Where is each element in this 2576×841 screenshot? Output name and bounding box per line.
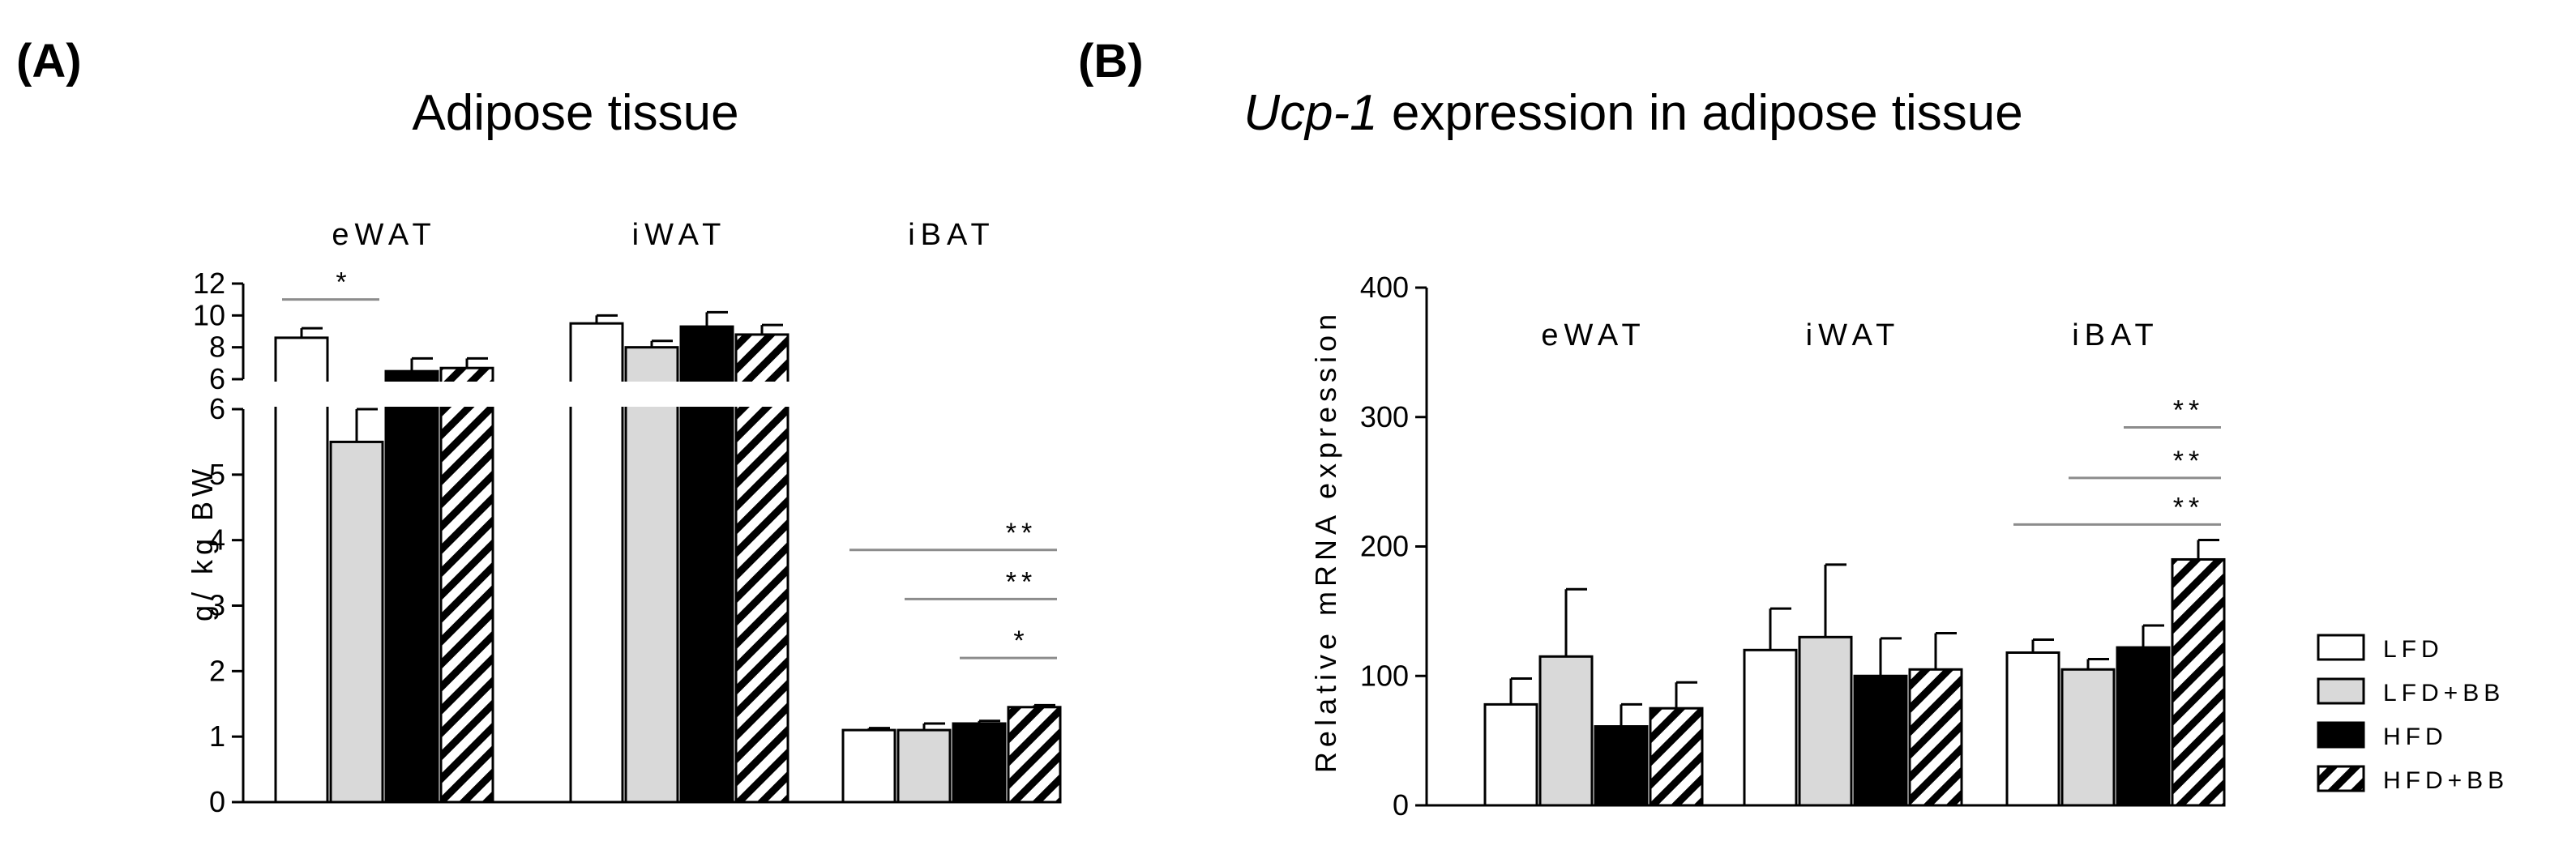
panel-a-category-label: iBAT	[908, 218, 995, 252]
panel-b-tick-label: 300	[1360, 400, 1409, 433]
panel-b-bar-lfd	[2005, 651, 2060, 807]
panel-a-tick-label: 2	[209, 654, 225, 687]
panel-b-ylabel: Relative mRNA expression	[1309, 310, 1342, 773]
panel-a-axis-break	[230, 382, 1057, 407]
panel-b-title: Ucp-1 expression in adipose tissue	[1243, 85, 2023, 141]
panel-b-bar-lfd	[1743, 648, 1798, 807]
panel-b-tick-label: 200	[1360, 530, 1409, 563]
panel-a-bar-lfd-plus-bb	[896, 728, 952, 804]
legend-swatch-hfd	[2317, 721, 2365, 749]
panel-a-significance-label: *	[1013, 625, 1029, 656]
panel-a-tick-label: 0	[209, 785, 225, 818]
legend-swatch-lfd-plus-bb	[2317, 677, 2365, 705]
panel-b-bar-hfd	[1853, 674, 1908, 807]
panel-a-bar-hfd-plus-bb	[439, 366, 494, 804]
panel-a-bar-lfd	[841, 728, 896, 804]
legend-label-hfd-plus-bb: HFD+BB	[2383, 767, 2509, 794]
panel-b-category-label: eWAT	[1541, 318, 1645, 352]
legend: LFD LFD+BB HFD HFD+BB	[2317, 634, 2509, 794]
panel-a-bar-lfd-plus-bb	[624, 346, 679, 804]
panel-a-label: (A)	[16, 35, 82, 88]
panel-a-tick-label: 5	[209, 458, 225, 491]
panel-b-significance-label: **	[2173, 492, 2204, 523]
panel-b-significance-label: **	[2173, 446, 2204, 476]
panel-b-tick-label: 100	[1360, 659, 1409, 692]
legend-label-lfd: LFD	[2383, 636, 2444, 663]
panel-b-title-rest: expression in adipose tissue	[1378, 85, 2023, 141]
panel-a-tick-label: 1	[209, 719, 225, 753]
panel-a-tick-label: 3	[209, 589, 225, 622]
panel-b-bar-hfd-plus-bb	[2171, 557, 2226, 807]
panel-a-title: Adipose tissue	[412, 85, 738, 141]
legend-label-lfd-plus-bb: LFD+BB	[2383, 680, 2505, 707]
panel-a-bar-hfd	[952, 722, 1007, 804]
panel-b-category-label: iWAT	[1806, 318, 1901, 352]
panel-a-significance-label: **	[1006, 566, 1037, 597]
panel-b-chart: 0 100 200 300 400 eWAT iWAT iBAT ** ** **	[1360, 271, 2226, 822]
panel-b-tick-label: 400	[1360, 271, 1409, 304]
panel-a-bar-hfd-plus-bb	[734, 333, 789, 804]
panel-a-tick-label: 4	[209, 523, 225, 557]
panel-a-bar-hfd	[384, 369, 439, 804]
panel-a-tick-label: 10	[193, 298, 225, 331]
panel-b-title-italic: Ucp-1	[1243, 85, 1377, 141]
panel-b-bar-lfd	[1483, 702, 1538, 807]
panel-b-bar-hfd-plus-bb	[1649, 707, 1704, 807]
panel-a-category-label: iWAT	[632, 218, 727, 252]
panel-a-tick-label: 6	[209, 392, 225, 425]
panel-a-bar-lfd	[274, 336, 329, 804]
panel-a-category-label: eWAT	[332, 218, 436, 252]
panel-a-tick-label: 6	[209, 362, 225, 395]
panel-a-significance-label: **	[1006, 518, 1037, 549]
panel-a-bar-hfd-plus-bb	[1007, 706, 1062, 804]
panel-a-ylabel: g/ kg BW	[186, 464, 219, 621]
panel-b-bar-lfd-plus-bb	[2060, 668, 2116, 807]
panel-a-bar-lfd-plus-bb	[329, 440, 384, 804]
legend-label-hfd: HFD	[2383, 724, 2448, 750]
panel-b-category-label: iBAT	[2072, 318, 2159, 352]
panel-a-significance-label: *	[336, 267, 351, 298]
legend-swatch-hfd-plus-bb	[2317, 765, 2365, 792]
panel-a-tick-label: 12	[193, 267, 225, 300]
panel-b-bar-hfd-plus-bb	[1908, 668, 1963, 807]
panel-b-bar-lfd-plus-bb	[1538, 655, 1594, 807]
panel-a-tick-label: 8	[209, 331, 225, 364]
panel-b-label: (B)	[1078, 35, 1144, 88]
panel-b-bar-hfd	[1594, 725, 1649, 807]
panel-b-bar-hfd	[2116, 646, 2171, 807]
panel-b-tick-label: 0	[1393, 788, 1409, 822]
legend-swatch-lfd	[2317, 634, 2365, 661]
panel-b-significance-label: **	[2173, 395, 2204, 426]
panel-b-bar-lfd-plus-bb	[1798, 635, 1853, 807]
